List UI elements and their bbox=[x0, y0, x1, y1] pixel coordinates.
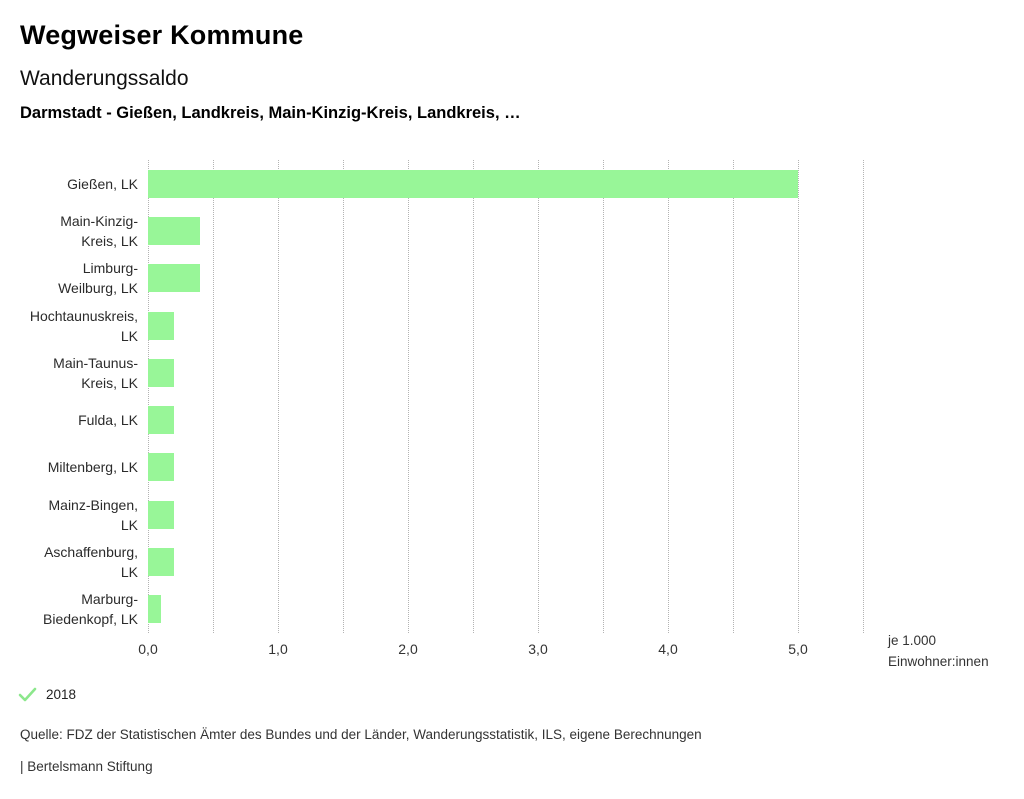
axis-unit-line-1: je 1.000 bbox=[888, 633, 937, 648]
gridline bbox=[278, 160, 279, 633]
legend-item-2018[interactable]: 2018 bbox=[18, 687, 76, 702]
category-label: Marburg- Biedenkopf, LK bbox=[43, 591, 138, 628]
gridline bbox=[343, 160, 344, 633]
table-row: Marburg- Biedenkopf, LK bbox=[20, 586, 1024, 633]
bar-3[interactable] bbox=[148, 264, 200, 293]
gridline bbox=[148, 160, 149, 633]
category-label: Aschaffenburg, LK bbox=[44, 544, 138, 581]
table-row: Main-Taunus- Kreis, LK bbox=[20, 349, 1024, 396]
bar-9[interactable] bbox=[148, 548, 174, 577]
table-row: Gießen, LK bbox=[20, 160, 1024, 207]
category-label: Main-Taunus- Kreis, LK bbox=[53, 354, 138, 391]
category-label: Hochtaunuskreis, LK bbox=[29, 307, 138, 344]
x-tick-label: 3,0 bbox=[528, 641, 548, 657]
axis-unit-label: je 1.000 Einwohner:innen bbox=[888, 630, 989, 672]
category-label: Main-Kinzig- Kreis, LK bbox=[60, 212, 138, 249]
bar-8[interactable] bbox=[148, 500, 174, 529]
chart-title: Wanderungssaldo bbox=[20, 67, 189, 90]
gridline bbox=[473, 160, 474, 633]
bar-chart: Gießen, LK Main-Kinzig- Kreis, LK Limburg- W… bbox=[0, 160, 1024, 700]
attribution-note: | Bertelsmann Stiftung bbox=[20, 759, 153, 774]
gridline bbox=[408, 160, 409, 633]
gridline bbox=[603, 160, 604, 633]
bar-4[interactable] bbox=[148, 311, 174, 340]
x-tick-label: 4,0 bbox=[658, 641, 678, 657]
source-note: Quelle: FDZ der Statistischen Ämter des … bbox=[20, 727, 702, 742]
bar-7[interactable] bbox=[148, 453, 174, 482]
x-tick-label: 2,0 bbox=[398, 641, 418, 657]
bar-1[interactable] bbox=[148, 169, 798, 198]
gridline bbox=[798, 160, 799, 633]
category-label: Gießen, LK bbox=[67, 175, 138, 192]
category-label: Limburg- Weilburg, LK bbox=[58, 260, 138, 297]
table-row: Miltenberg, LK bbox=[20, 444, 1024, 491]
x-tick-label: 5,0 bbox=[788, 641, 808, 657]
gridline bbox=[538, 160, 539, 633]
category-label: Mainz-Bingen, LK bbox=[48, 496, 139, 533]
table-row: Limburg- Weilburg, LK bbox=[20, 255, 1024, 302]
gridline bbox=[863, 160, 864, 633]
category-label: Miltenberg, LK bbox=[47, 459, 138, 476]
axis-unit-line-2: Einwohner:innen bbox=[888, 654, 989, 669]
bar-5[interactable] bbox=[148, 358, 174, 387]
x-axis: 0,0 1,0 2,0 3,0 4,0 5,0 bbox=[138, 641, 864, 661]
gridline bbox=[733, 160, 734, 633]
gridline bbox=[213, 160, 214, 633]
table-row: Mainz-Bingen, LK bbox=[20, 491, 1024, 538]
table-row: Aschaffenburg, LK bbox=[20, 538, 1024, 585]
table-row: Fulda, LK bbox=[20, 396, 1024, 443]
comparison-subtitle: Darmstadt - Gießen, Landkreis, Main-Kinz… bbox=[20, 104, 521, 122]
page-title: Wegweiser Kommune bbox=[20, 20, 304, 50]
table-row: Main-Kinzig- Kreis, LK bbox=[20, 207, 1024, 254]
gridline bbox=[668, 160, 669, 633]
bar-rows: Gießen, LK Main-Kinzig- Kreis, LK Limburg- W… bbox=[20, 160, 1024, 633]
category-label: Fulda, LK bbox=[78, 412, 138, 429]
x-tick-label: 1,0 bbox=[268, 641, 288, 657]
bar-10[interactable] bbox=[148, 595, 161, 624]
checkmark-icon bbox=[18, 687, 37, 702]
gridlines bbox=[148, 160, 864, 633]
legend-year-label: 2018 bbox=[46, 687, 77, 702]
bar-2[interactable] bbox=[148, 216, 200, 245]
table-row: Hochtaunuskreis, LK bbox=[20, 302, 1024, 349]
x-tick-label: 0,0 bbox=[138, 641, 158, 657]
bar-6[interactable] bbox=[148, 406, 174, 435]
